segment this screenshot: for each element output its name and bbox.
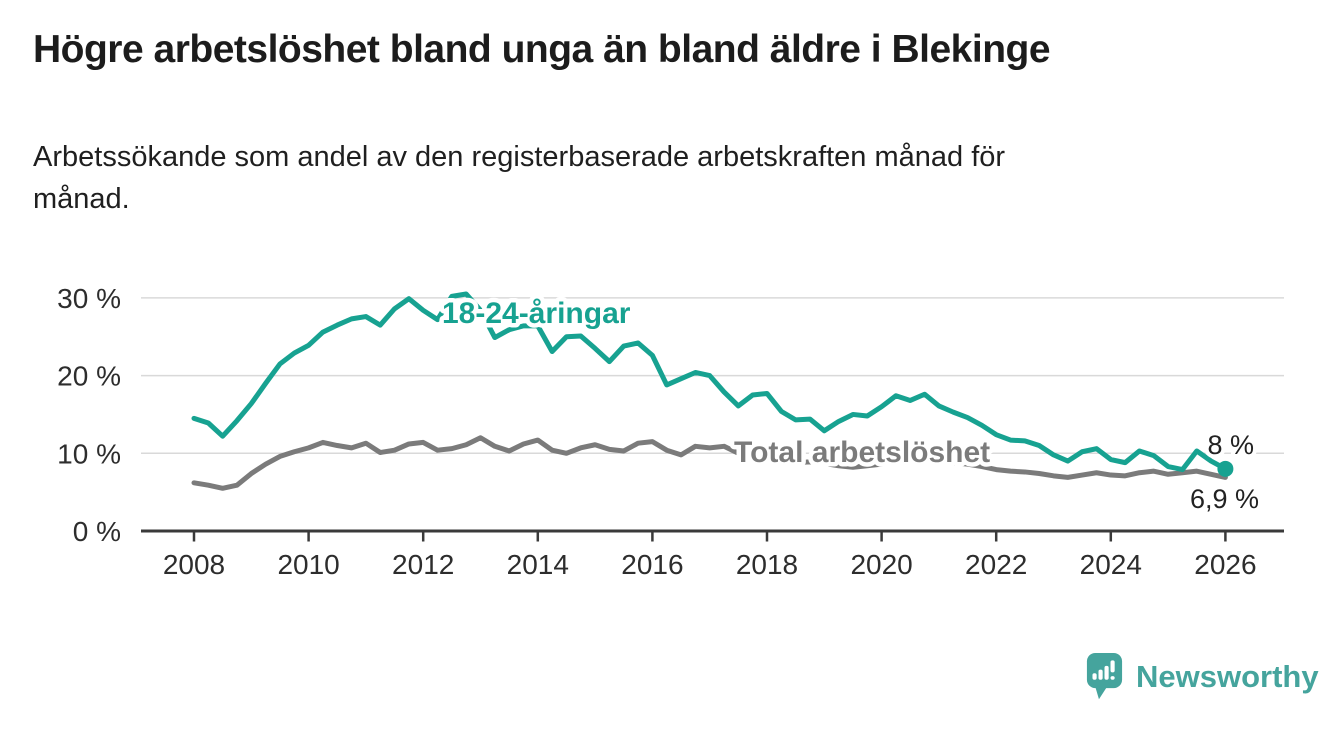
x-axis-label: 2024 — [1080, 549, 1142, 580]
x-axis-label: 2016 — [621, 549, 683, 580]
end-value-label-young: 8 % — [1207, 430, 1254, 460]
x-axis-label: 2014 — [507, 549, 569, 580]
newsworthy-logo-text: Newsworthy — [1136, 659, 1319, 694]
x-axis-label: 2026 — [1194, 549, 1256, 580]
subtitle-line-2: månad. — [33, 183, 130, 215]
line-series-total — [191, 435, 1228, 491]
series-end-dot — [1217, 460, 1234, 477]
x-axis-label: 2022 — [965, 549, 1027, 580]
series-label-total: Total arbetslöshet — [734, 436, 990, 469]
page-title: Högre arbetslöshet bland unga än bland ä… — [33, 28, 1051, 71]
x-axis-label: 2020 — [850, 549, 912, 580]
end-value-label-total: 6,9 % — [1190, 484, 1259, 514]
newsworthy-logo: Newsworthy — [1086, 652, 1319, 702]
x-axis-label: 2010 — [277, 549, 339, 580]
subtitle-line-1: Arbetssökande som andel av den registerb… — [33, 141, 1006, 173]
chart-subtitle: Arbetssökande som andel av den registerb… — [33, 136, 1005, 220]
x-axis-label: 2018 — [736, 549, 798, 580]
x-axis-label: 2008 — [163, 549, 225, 580]
series-label-young: 18-24-åringar — [442, 297, 631, 330]
y-axis-label: 20 % — [57, 361, 121, 392]
y-axis-label: 10 % — [57, 438, 121, 469]
line-series-young — [191, 291, 1228, 473]
x-axis-label: 2012 — [392, 549, 454, 580]
y-axis-label: 0 % — [73, 516, 121, 547]
speech-bubble-bar-chart-exclamation-icon — [1086, 652, 1123, 700]
y-axis-label: 30 % — [57, 283, 121, 314]
